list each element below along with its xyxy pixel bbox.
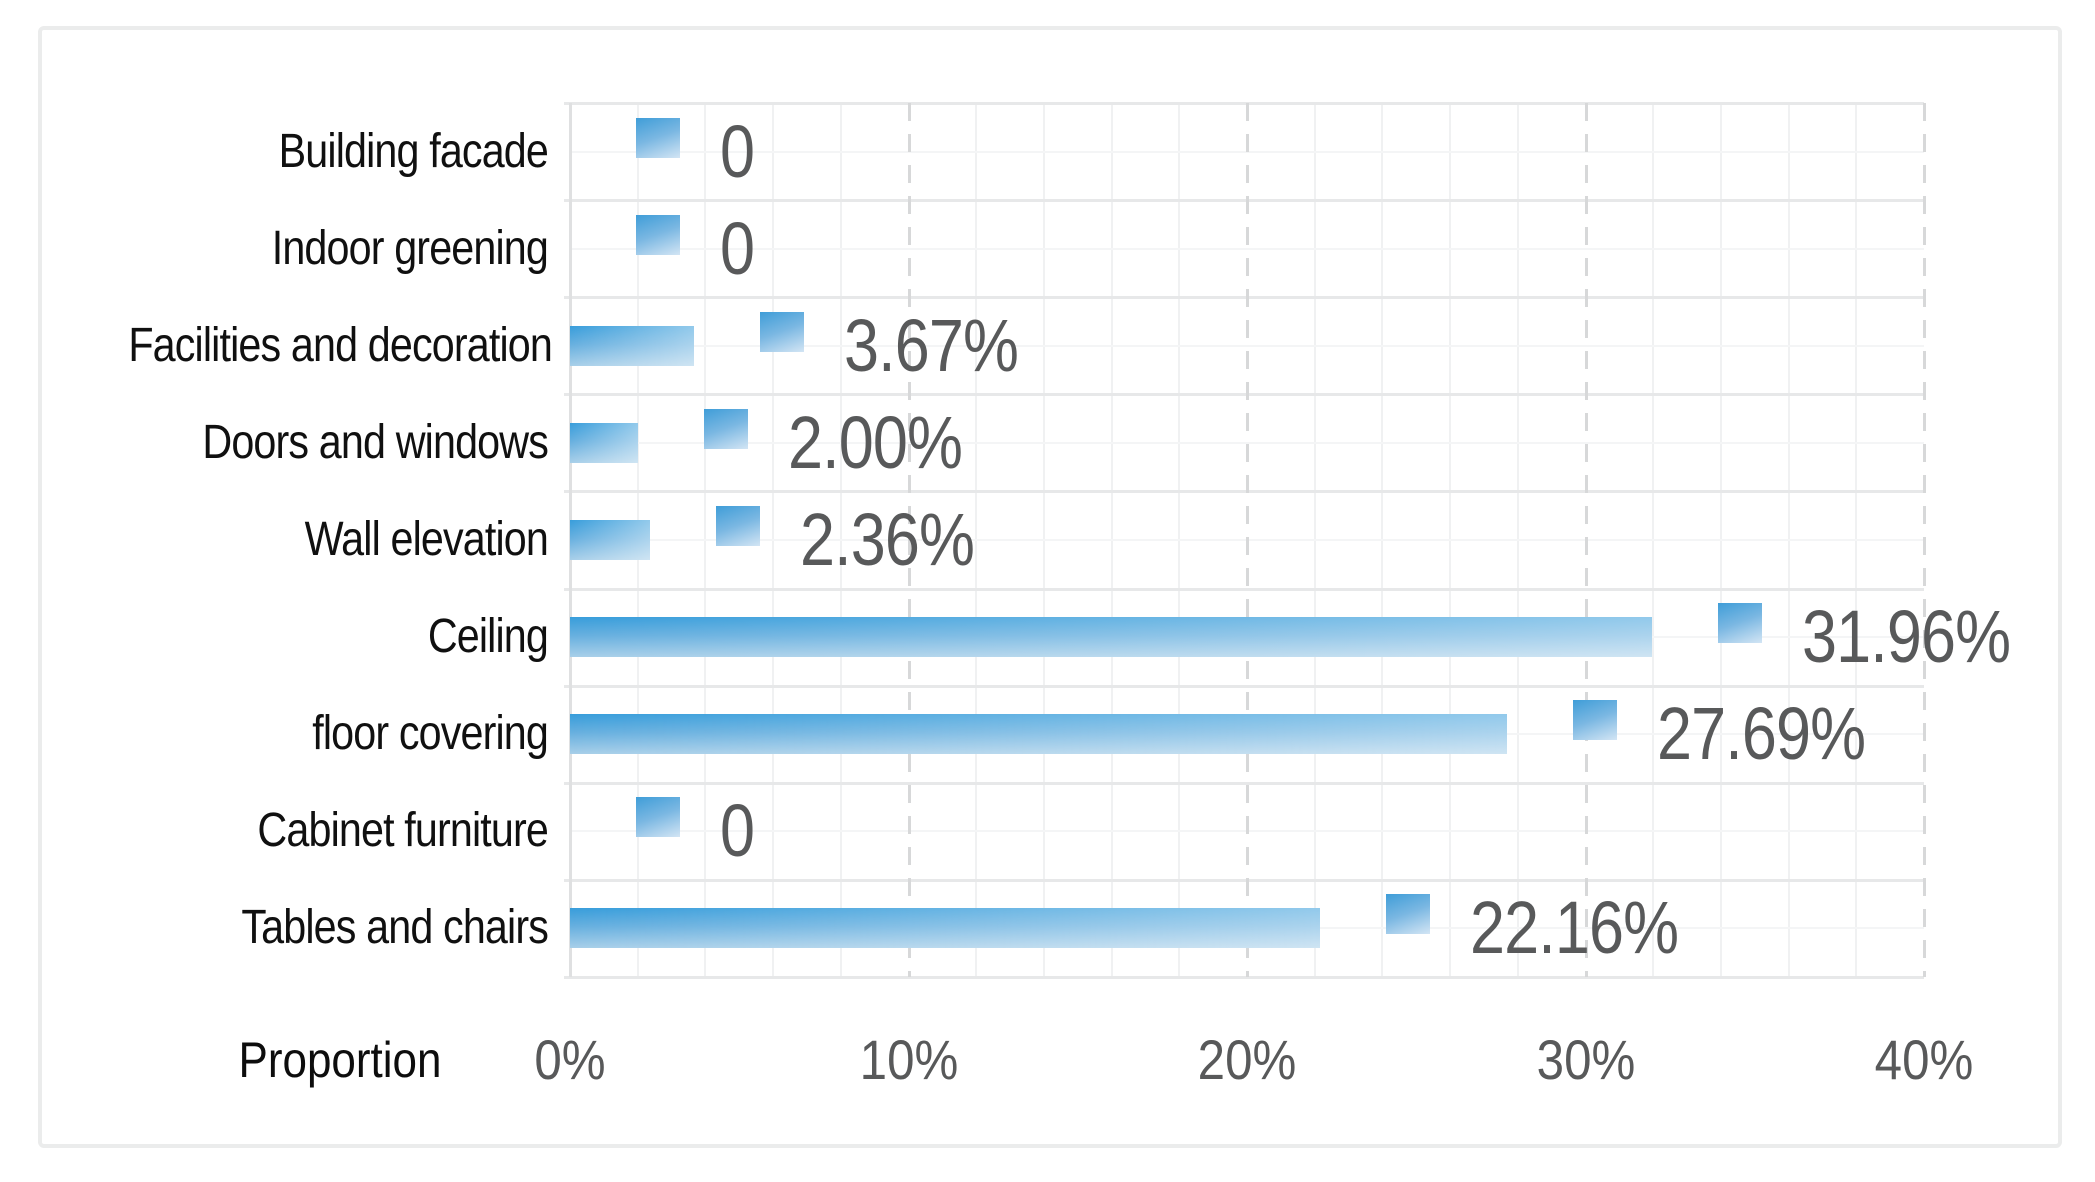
bar-facilities-and-decoration bbox=[570, 325, 695, 366]
category-label: Wall elevation bbox=[304, 513, 549, 566]
row-boundary-gridline bbox=[564, 684, 1924, 688]
row-boundary-gridline bbox=[564, 976, 1924, 979]
legend-key-icon bbox=[636, 117, 680, 158]
row-boundary-gridline bbox=[564, 102, 1924, 105]
row-boundary-gridline bbox=[564, 393, 1924, 397]
bar-doors-and-windows bbox=[570, 422, 638, 463]
major-vertical-gridline-dashed bbox=[1923, 103, 1926, 977]
data-label: 0 bbox=[720, 206, 755, 290]
x-axis-tick-label: 10% bbox=[859, 1028, 958, 1091]
x-axis-title: Proportion bbox=[238, 1032, 442, 1088]
data-label: 0 bbox=[720, 109, 755, 193]
bar-floor-covering bbox=[570, 714, 1508, 755]
x-axis-tick-label: 0% bbox=[534, 1028, 606, 1091]
bar-ceiling bbox=[570, 617, 1652, 658]
data-label: 0 bbox=[720, 789, 755, 873]
row-boundary-gridline bbox=[564, 587, 1924, 591]
row-boundary-gridline bbox=[564, 296, 1924, 300]
bar-tables-and-chairs bbox=[570, 908, 1321, 949]
row-boundary-gridline bbox=[564, 878, 1924, 882]
legend-key-icon bbox=[1386, 894, 1431, 935]
chart-border bbox=[38, 26, 2062, 1148]
category-label: floor covering bbox=[312, 707, 549, 761]
x-axis-tick-label: 20% bbox=[1197, 1028, 1297, 1091]
legend-key-icon bbox=[636, 797, 680, 838]
category-label: Indoor greening bbox=[271, 221, 549, 275]
data-label: 2.00% bbox=[787, 400, 963, 484]
data-label: 22.16% bbox=[1470, 886, 1679, 970]
major-vertical-gridline-dashed bbox=[1246, 103, 1249, 977]
x-axis-tick-label: 40% bbox=[1874, 1028, 1974, 1091]
data-label: 3.67% bbox=[844, 303, 1019, 387]
legend-key-icon bbox=[760, 311, 805, 352]
major-vertical-gridline-dashed bbox=[1584, 103, 1588, 977]
legend-key-icon bbox=[1573, 700, 1618, 741]
data-label: 27.69% bbox=[1657, 692, 1866, 776]
major-vertical-gridline-dashed bbox=[907, 103, 911, 977]
category-label: Ceiling bbox=[427, 610, 549, 664]
legend-key-icon bbox=[715, 506, 760, 546]
row-boundary-gridline bbox=[564, 199, 1924, 203]
legend-key-icon bbox=[636, 214, 680, 255]
category-label: Doors and windows bbox=[202, 415, 548, 469]
category-label: Cabinet furniture bbox=[257, 804, 548, 858]
x-axis-tick-label: 30% bbox=[1536, 1028, 1635, 1091]
row-boundary-gridline bbox=[564, 490, 1924, 494]
row-boundary-gridline bbox=[564, 781, 1924, 785]
data-label: 2.36% bbox=[799, 498, 975, 581]
category-label: Tables and chairs bbox=[241, 901, 548, 955]
bar-wall-elevation bbox=[570, 520, 650, 560]
legend-key-icon bbox=[1717, 603, 1762, 644]
data-label: 31.96% bbox=[1801, 595, 2011, 679]
legend-key-icon bbox=[703, 408, 748, 449]
category-label: Facilities and decoration bbox=[128, 318, 553, 372]
category-label: Building facade bbox=[278, 124, 549, 178]
